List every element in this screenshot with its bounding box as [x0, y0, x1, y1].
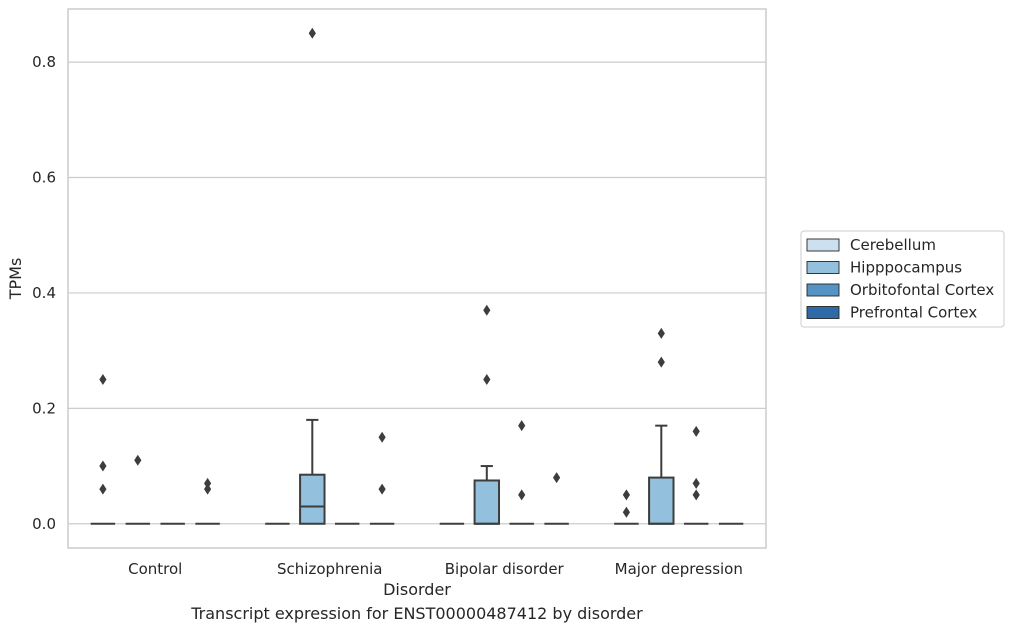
y-axis-label: TPMs	[6, 258, 25, 301]
y-tick-label: 0.0	[32, 515, 56, 533]
outlier-point	[483, 304, 491, 316]
y-tick-label: 0.8	[32, 53, 56, 71]
box-body	[473, 479, 501, 525]
outlier-point	[657, 327, 665, 339]
x-tick-label: Schizophrenia	[277, 560, 382, 578]
outlier-point	[483, 373, 491, 385]
x-tick-label: Bipolar disorder	[445, 560, 565, 578]
outlier-point	[692, 489, 700, 501]
plot-frame	[67, 8, 767, 549]
outlier-point	[134, 454, 142, 466]
legend-label: Cerebellum	[850, 236, 936, 254]
box-orbitofontal-cortex	[509, 420, 534, 525]
x-tick-label: Major depression	[615, 560, 743, 578]
box-orbitofontal-cortex	[683, 425, 709, 525]
y-axis-ticks: 0.0 0.2 0.4 0.6 0.8	[32, 53, 56, 533]
box-hipppocampus	[473, 304, 501, 525]
x-axis-ticks: Control Schizophrenia Bipolar disorder Majo…	[128, 560, 743, 578]
legend-swatch	[806, 283, 840, 297]
legend-label: Prefrontal Cortex	[850, 304, 977, 322]
outlier-point	[378, 483, 386, 495]
legend-box	[800, 230, 1005, 328]
box-cerebellum	[90, 373, 116, 525]
outlier-point	[657, 356, 665, 368]
outlier-point	[99, 373, 107, 385]
outlier-point	[622, 506, 630, 518]
y-tick-label: 0.6	[32, 169, 56, 187]
x-tick-label: Control	[128, 560, 182, 578]
box-body	[648, 476, 675, 525]
outlier-point	[204, 483, 212, 495]
legend-swatch	[806, 306, 840, 319]
outlier-point	[99, 460, 107, 472]
plot-marks	[90, 27, 744, 525]
box-cerebellum	[614, 489, 639, 525]
x-axis-label: Disorder	[383, 580, 451, 599]
outlier-point	[99, 483, 107, 495]
box-prefrontal-cortex	[544, 472, 569, 525]
outlier-point	[518, 489, 526, 501]
legend-label: Orbitofontal Cortex	[850, 281, 994, 299]
box-hipppocampus	[299, 27, 326, 525]
box-hipppocampus	[125, 454, 151, 525]
outlier-point	[518, 420, 526, 432]
outlier-point	[204, 477, 212, 489]
box-hipppocampus	[648, 327, 675, 525]
outlier-point	[622, 489, 630, 501]
legend-swatch	[806, 238, 840, 252]
y-tick-label: 0.4	[32, 284, 56, 302]
outlier-point	[378, 431, 386, 443]
legend-label: Hipppocampus	[850, 259, 962, 277]
outlier-point	[308, 27, 316, 39]
outlier-point	[692, 425, 700, 437]
box-prefrontal-cortex	[195, 477, 220, 525]
y-tick-label: 0.2	[32, 399, 56, 417]
box-body	[299, 473, 326, 525]
legend-swatch	[806, 261, 840, 274]
outlier-point	[692, 477, 700, 489]
box-prefrontal-cortex	[369, 431, 395, 525]
legend: Cerebellum Hipppocampus Orbitofontal Corte…	[800, 230, 1005, 328]
figure-caption: Transcript expression for ENST0000048741…	[191, 604, 643, 623]
outlier-point	[553, 472, 561, 484]
